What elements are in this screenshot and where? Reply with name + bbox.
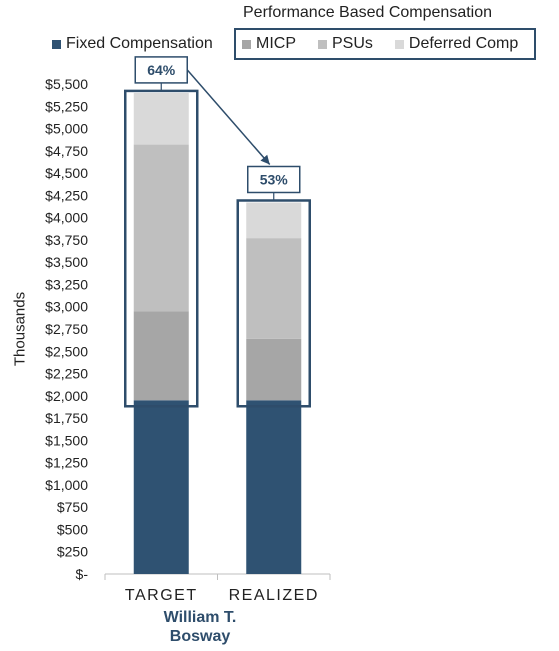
bar-segment	[133, 400, 189, 574]
y-tick-label: $4,250	[45, 187, 88, 203]
legend-swatch-micp	[242, 39, 251, 49]
x-category-label: REALIZED	[229, 587, 319, 604]
percentage-callout-box	[134, 56, 188, 84]
y-tick-label: $500	[57, 521, 88, 537]
bar-segment	[133, 144, 189, 312]
y-tick-label: $2,250	[45, 366, 88, 382]
bar-segment	[246, 338, 302, 401]
y-tick-label: $3,000	[45, 299, 88, 315]
y-tick-label: $2,750	[45, 321, 88, 337]
y-axis-label: Thousands	[11, 291, 29, 367]
x-category-label: TARGET	[125, 587, 198, 604]
y-tick-label: $1,250	[45, 455, 88, 471]
legend-performance-box: MICP PSUs Deferred Comp	[234, 28, 536, 60]
legend-item-deferred: Deferred Comp	[394, 35, 519, 53]
executive-name: William T. Bosway	[130, 608, 270, 646]
legend-swatch-psus	[318, 39, 327, 49]
bar-segment	[246, 202, 302, 239]
y-tick-label: $-	[76, 566, 89, 582]
y-tick-label: $2,500	[45, 343, 88, 359]
legend-item-micp: MICP	[242, 35, 296, 53]
y-tick-label: $5,250	[45, 98, 88, 114]
executive-name-line1: William T.	[163, 609, 237, 626]
y-tick-label: $1,750	[45, 410, 88, 426]
y-tick-label: $750	[57, 499, 88, 515]
percentage-label: 64%	[147, 62, 176, 78]
y-tick-label: $250	[57, 544, 88, 560]
y-tick-label: $5,500	[45, 76, 88, 92]
percentage-label: 53%	[260, 171, 289, 187]
percentage-callout-box	[247, 165, 301, 194]
y-tick-label: $3,750	[45, 232, 88, 248]
legend-swatch-deferred	[394, 39, 404, 49]
y-tick-label: $4,500	[45, 165, 88, 181]
bar-segment	[246, 238, 302, 339]
comparison-arrow-line	[186, 69, 271, 165]
legend-label-psus: PSUs	[332, 35, 373, 52]
bar-segment	[133, 92, 189, 145]
y-tick-label: $5,000	[45, 121, 88, 137]
bar-segment	[246, 400, 302, 574]
y-tick-label: $4,750	[45, 143, 88, 159]
y-tick-label: $4,000	[45, 210, 88, 226]
y-tick-label: $1,000	[45, 477, 88, 493]
legend-label-deferred: Deferred Comp	[408, 35, 519, 52]
legend-item-psus: PSUs	[318, 35, 373, 53]
y-tick-label: $3,250	[45, 276, 88, 292]
legend-swatch-fixed	[52, 39, 61, 49]
bar-segment	[133, 311, 189, 401]
legend-item-fixed: Fixed Compensation	[52, 35, 213, 53]
y-tick-label: $3,500	[45, 254, 88, 270]
y-tick-label: $1,500	[45, 432, 88, 448]
legend-label-fixed: Fixed Compensation	[66, 35, 213, 52]
comparison-arrow-head	[260, 154, 270, 165]
legend-label-micp: MICP	[256, 35, 296, 52]
legend-title: Performance Based Compensation	[243, 4, 493, 21]
executive-name-line2: Bosway	[169, 628, 231, 645]
y-tick-label: $2,000	[45, 388, 88, 404]
